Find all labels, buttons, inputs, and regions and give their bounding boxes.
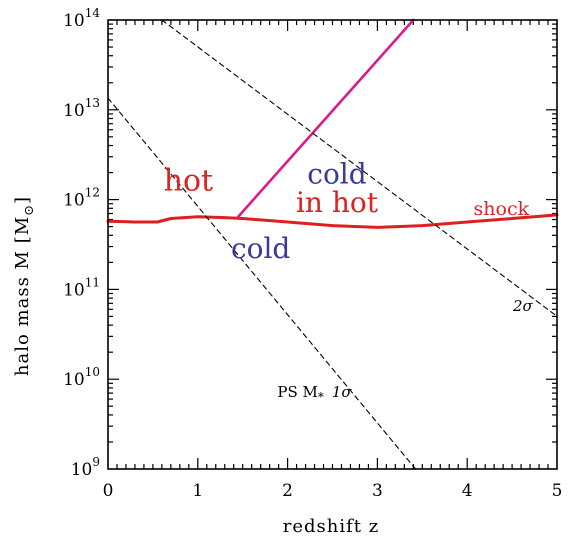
annotation-hot: hot — [164, 164, 213, 199]
axis-ticks — [108, 20, 557, 469]
annotation-shock-label: shock — [474, 198, 530, 220]
x-axis-title: redshift z — [283, 516, 379, 537]
annotation-cold-top: cold — [307, 157, 366, 190]
annotation-ps-mstar-1sigma: PS M* 1σ — [277, 383, 352, 404]
x-tick-label: 0 — [103, 481, 114, 501]
series-cold-in-hot-boundary — [236, 18, 415, 218]
series-shock — [106, 213, 559, 229]
x-tick-label: 4 — [462, 481, 473, 501]
tick-labels: 0 1 2 3 4 5 109 1010 1011 1012 1013 1014 — [63, 6, 562, 501]
y-tick-label: 1014 — [63, 6, 100, 31]
y-tick-label: 1013 — [63, 96, 100, 121]
annotation-in-hot: in hot — [296, 186, 379, 219]
y-tick-label: 1011 — [63, 275, 100, 300]
y-axis-title-sun-symbol: ⊙ — [22, 204, 37, 216]
y-tick-label: 1010 — [63, 365, 100, 390]
x-tick-label: 2 — [282, 481, 293, 501]
series-PS-2sigma — [161, 19, 558, 317]
chart-curves — [106, 18, 559, 473]
x-tick-label: 5 — [552, 481, 563, 501]
annotation-cold-bottom: cold — [231, 232, 290, 265]
annotation-two-sigma: 2σ — [512, 297, 534, 315]
y-axis-title-main: halo mass M [M — [12, 216, 33, 376]
series-PS-1sigma — [107, 97, 419, 473]
y-axis-title-end: ] — [12, 196, 33, 204]
y-axis-title: halo mass M [M⊙] — [12, 196, 37, 376]
x-tick-label: 3 — [372, 481, 383, 501]
plot-frame — [107, 19, 558, 470]
y-tick-label: 1012 — [63, 186, 100, 211]
x-tick-label: 1 — [192, 481, 203, 501]
y-tick-label: 109 — [71, 455, 100, 480]
